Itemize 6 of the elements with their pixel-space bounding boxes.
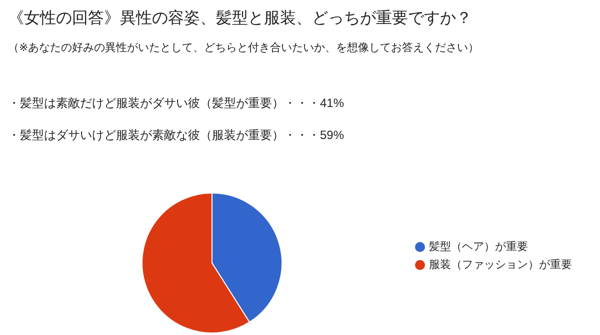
legend-label: 髪型（ヘア）が重要: [429, 241, 528, 253]
chart-subtitle: （※あなたの好みの異性がいたとして、どちらと付き合いたいか、を想像してお答えください）: [8, 40, 480, 55]
chart-title: 《女性の回答》異性の容姿、髪型と服装、どっちが重要ですか？: [8, 8, 472, 29]
text: ・髪型は素敵だけど服装がダサい彼（髪型が重要）・・・41%: [8, 95, 344, 112]
legend-label: 服装（ファッション）が重要: [429, 259, 572, 271]
text: ・髪型はダサいけど服装が素敵な彼（服装が重要）・・・59%: [8, 127, 344, 144]
